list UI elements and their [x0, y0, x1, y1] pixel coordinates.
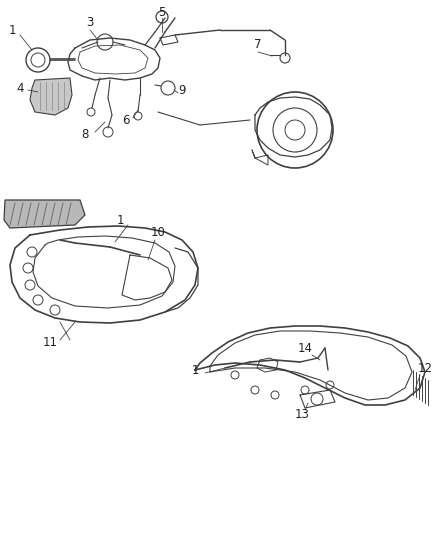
Text: 5: 5: [158, 5, 166, 19]
Text: 8: 8: [81, 128, 88, 141]
Text: 12: 12: [417, 361, 432, 375]
Text: 9: 9: [178, 84, 186, 96]
Text: 13: 13: [295, 408, 309, 422]
Polygon shape: [30, 78, 72, 115]
Text: 11: 11: [42, 335, 57, 349]
Text: 7: 7: [254, 38, 262, 52]
Text: 3: 3: [86, 15, 94, 28]
Text: 6: 6: [122, 114, 130, 126]
Polygon shape: [4, 200, 85, 228]
Text: 1: 1: [191, 364, 199, 376]
Text: 4: 4: [16, 82, 24, 94]
Text: 1: 1: [8, 23, 16, 36]
Text: 10: 10: [151, 225, 166, 238]
Text: 1: 1: [116, 214, 124, 227]
Text: 14: 14: [297, 342, 312, 354]
